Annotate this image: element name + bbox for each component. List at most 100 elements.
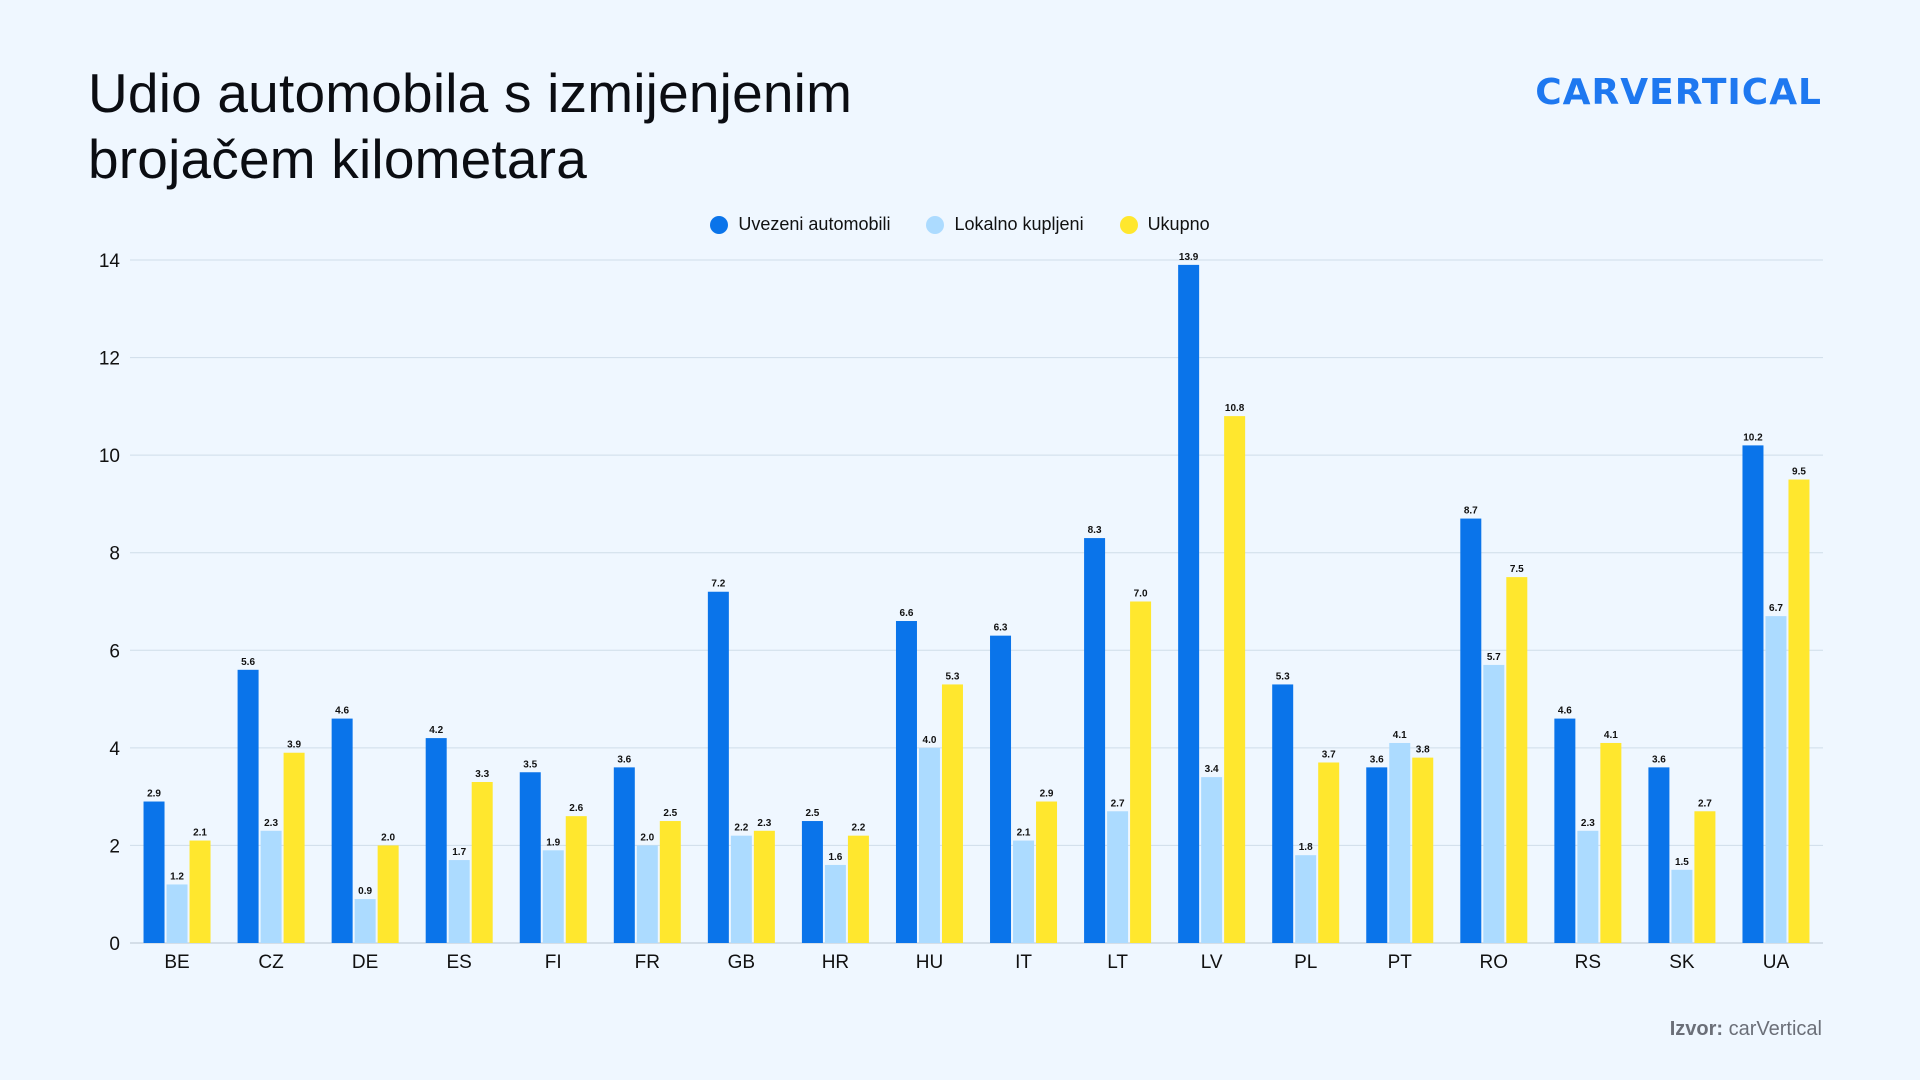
- data-label: 2.0: [381, 832, 395, 843]
- data-label: 2.9: [1040, 789, 1054, 800]
- data-label: 2.3: [264, 818, 278, 829]
- data-label: 7.5: [1510, 564, 1524, 575]
- bar-BE-1: [166, 884, 188, 943]
- data-label: 3.4: [1205, 764, 1219, 775]
- bar-HR-0: [801, 821, 823, 943]
- x-tick-label-CZ: CZ: [258, 952, 284, 973]
- x-tick-label-HU: HU: [916, 952, 943, 973]
- data-label: 2.7: [1111, 798, 1125, 809]
- bar-IT-2: [1036, 801, 1058, 943]
- chart-legend: Uvezeni automobili Lokalno kupljeni Ukupno: [0, 214, 1920, 235]
- bar-CZ-1: [260, 830, 282, 943]
- bar-GB-2: [753, 830, 775, 943]
- bar-LV-2: [1224, 416, 1246, 944]
- bar-LT-1: [1107, 811, 1129, 943]
- legend-item-2: Ukupno: [1119, 214, 1210, 235]
- data-label: 3.8: [1416, 745, 1430, 756]
- data-label: 1.7: [452, 847, 466, 858]
- bar-IT-0: [990, 635, 1012, 943]
- data-label: 6.3: [994, 623, 1008, 634]
- data-label: 1.5: [1675, 857, 1689, 868]
- data-label: 2.2: [851, 823, 865, 834]
- bar-UA-0: [1742, 445, 1764, 943]
- x-tick-label-IT: IT: [1015, 952, 1032, 973]
- y-tick-label: 14: [99, 251, 121, 272]
- y-tick-label: 6: [109, 641, 120, 662]
- bar-HR-1: [824, 864, 846, 943]
- data-label: 3.7: [1322, 749, 1336, 760]
- bar-FR-0: [613, 767, 635, 943]
- bar-SK-1: [1671, 869, 1693, 943]
- source-label: Izvor:: [1669, 1018, 1724, 1040]
- bar-UA-2: [1788, 479, 1810, 943]
- bar-ES-1: [448, 860, 470, 943]
- x-tick-label-LV: LV: [1201, 952, 1223, 973]
- source-note: Izvor: carVertical: [1670, 1018, 1822, 1041]
- data-label: 13.9: [1179, 252, 1199, 263]
- data-label: 5.3: [1276, 671, 1290, 682]
- data-label: 1.8: [1299, 842, 1313, 853]
- bar-PL-2: [1318, 762, 1340, 943]
- legend-label: Lokalno kupljeni: [954, 214, 1084, 234]
- x-tick-label-UA: UA: [1763, 952, 1790, 973]
- x-tick-label-FI: FI: [545, 952, 562, 973]
- data-label: 4.0: [923, 735, 937, 746]
- data-label: 6.6: [900, 608, 914, 619]
- y-tick-label: 0: [109, 934, 120, 955]
- data-label: 7.0: [1134, 589, 1148, 600]
- x-tick-label-FR: FR: [635, 952, 660, 973]
- bar-CZ-2: [283, 752, 305, 943]
- data-label: 3.6: [617, 754, 631, 765]
- x-tick-label-DE: DE: [352, 952, 378, 973]
- bar-HU-0: [895, 621, 917, 943]
- data-label: 1.9: [546, 837, 560, 848]
- data-label: 4.1: [1604, 730, 1618, 741]
- bar-RO-1: [1483, 664, 1505, 943]
- chart-title: Udio automobila s izmijenjenim brojačem …: [88, 60, 852, 192]
- data-label: 7.2: [711, 579, 725, 590]
- data-label: 6.7: [1769, 603, 1783, 614]
- bar-LT-0: [1084, 538, 1106, 943]
- data-label: 3.9: [287, 740, 301, 751]
- data-label: 2.7: [1698, 798, 1712, 809]
- data-label: 2.2: [734, 823, 748, 834]
- bar-RO-2: [1506, 577, 1528, 943]
- data-label: 10.2: [1743, 432, 1763, 443]
- data-label: 2.3: [757, 818, 771, 829]
- data-label: 5.6: [241, 657, 255, 668]
- x-tick-label-GB: GB: [728, 952, 755, 973]
- data-label: 2.1: [1017, 828, 1031, 839]
- bar-PT-0: [1366, 767, 1388, 943]
- bar-ES-0: [425, 738, 447, 943]
- bar-HU-1: [918, 747, 940, 943]
- data-label: 4.1: [1393, 730, 1407, 741]
- x-tick-label-RO: RO: [1480, 952, 1509, 973]
- bar-GB-1: [730, 835, 752, 943]
- data-label: 2.6: [569, 803, 583, 814]
- bar-PL-0: [1272, 684, 1294, 943]
- bar-LV-0: [1178, 264, 1200, 944]
- data-label: 2.5: [663, 808, 677, 819]
- x-tick-label-PL: PL: [1294, 952, 1317, 973]
- legend-label: Uvezeni automobili: [738, 214, 891, 234]
- y-tick-label: 10: [99, 446, 120, 467]
- data-label: 10.8: [1225, 403, 1245, 414]
- legend-label: Ukupno: [1147, 214, 1210, 234]
- legend-marker: [1119, 215, 1138, 234]
- x-tick-label-LT: LT: [1107, 952, 1128, 973]
- bar-FR-2: [659, 821, 681, 943]
- bar-BE-2: [189, 840, 211, 943]
- bar-UA-1: [1765, 616, 1787, 943]
- bar-FI-2: [565, 816, 587, 943]
- bar-DE-0: [331, 718, 353, 943]
- bar-GB-0: [707, 591, 729, 943]
- chart-title-line-1: Udio automobila s izmijenjenim: [88, 62, 853, 124]
- data-label: 3.5: [523, 759, 537, 770]
- data-label: 2.9: [147, 789, 161, 800]
- bar-RS-0: [1554, 718, 1576, 943]
- data-label: 4.6: [335, 706, 349, 717]
- bar-PT-2: [1412, 757, 1434, 943]
- bar-ES-2: [471, 782, 493, 943]
